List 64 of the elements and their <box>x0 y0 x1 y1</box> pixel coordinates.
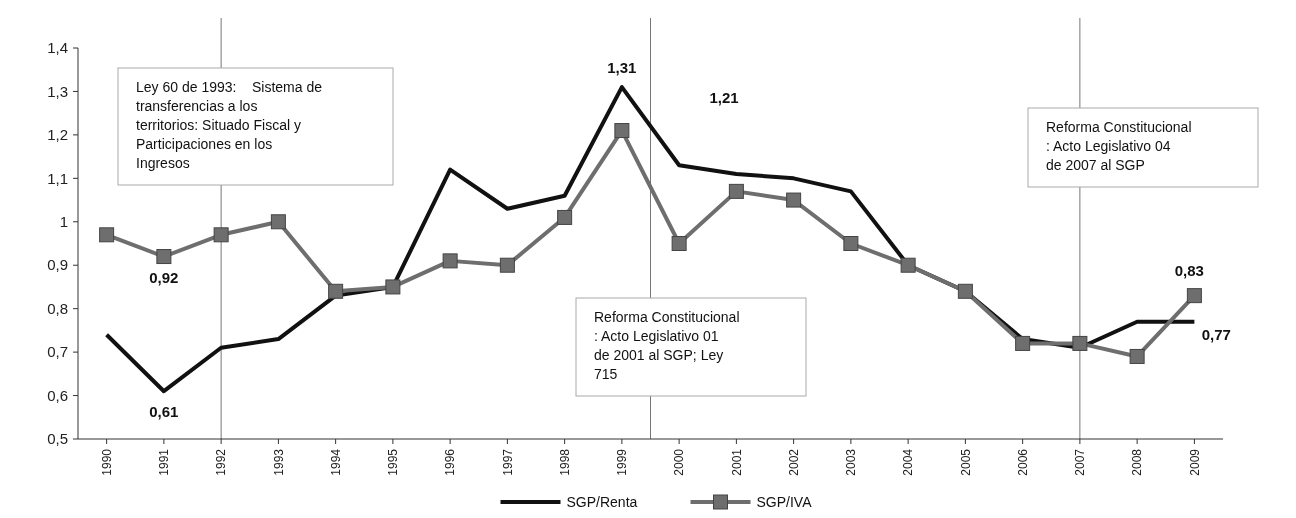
text-box: Reforma Constitucional : Acto Legislativo 01 de 2001 al SGP; Ley 715 <box>575 297 807 397</box>
x-tick-label: 1993 <box>271 448 286 476</box>
y-tick-label: 0,7 <box>47 343 68 361</box>
x-tick-label: 2000 <box>672 448 687 476</box>
y-tick-label: 0,6 <box>47 386 68 404</box>
ref-line-label: Reforma Constitucional : Acto Legislativo 01 de 2001 al SGP; Ley 715 <box>594 309 740 382</box>
x-tick-label: 1990 <box>99 448 114 476</box>
x-tick-label: 2003 <box>844 448 859 476</box>
y-tick-label: 0,5 <box>47 430 68 448</box>
x-tick-label: 2009 <box>1187 448 1202 476</box>
point <box>328 283 344 299</box>
y-tick-label: 1,3 <box>47 82 68 100</box>
annotation: 0,92 <box>149 268 179 286</box>
y-tick-label: 1,1 <box>47 169 68 187</box>
point <box>671 236 687 251</box>
point <box>213 227 229 243</box>
point <box>1186 288 1202 304</box>
x-tick-label: 1999 <box>615 448 630 476</box>
point <box>499 257 515 273</box>
x-tick-label: 2005 <box>958 448 973 476</box>
x-tick-label: 2008 <box>1130 448 1145 476</box>
text-box: Reforma Constitucional : Acto Legislativo 04 de 2007 al SGP <box>1027 107 1259 188</box>
point <box>385 279 401 295</box>
point <box>843 236 859 251</box>
annotation: 1,21 <box>709 89 739 106</box>
point <box>442 253 458 269</box>
point <box>1015 335 1031 351</box>
point <box>900 257 916 273</box>
point <box>99 227 115 243</box>
text-box: Ley 60 de 1993: Sistema de transferencias a los territorios: Situado Fiscal y Participaciones en los Ingresos <box>117 67 394 186</box>
x-tick-label: 1995 <box>386 448 401 476</box>
x-tick-label: 1997 <box>500 448 515 476</box>
legend-label: SGP/IVA <box>756 493 813 510</box>
x-tick-label: 1994 <box>328 448 343 476</box>
x-tick-label: 2004 <box>901 448 916 476</box>
ref-line-label: Ley 60 de 1993: Sistema de transferencias a los territorios: Situado Fiscal y Participaciones en los Ingresos <box>136 79 323 171</box>
annotation: 0,83 <box>1174 261 1204 279</box>
point <box>156 249 172 265</box>
x-tick-label: 1991 <box>157 448 172 476</box>
x-tick-label: 2006 <box>1015 448 1030 476</box>
ref-line-label: Reforma Constitucional : Acto Legislativo 04 de 2007 al SGP <box>1046 119 1192 173</box>
y-tick-label: 0,8 <box>47 299 68 317</box>
point <box>614 123 630 139</box>
annotation: 0,77 <box>1201 325 1231 343</box>
y-tick-label: 1,4 <box>47 39 68 57</box>
point <box>786 192 802 208</box>
x-tick-label: 2001 <box>729 448 744 476</box>
point <box>957 283 973 299</box>
point <box>557 209 573 225</box>
y-tick-label: 0,9 <box>47 256 68 274</box>
point <box>728 183 744 199</box>
annotation: 0,61 <box>149 403 179 421</box>
point <box>1072 335 1088 351</box>
x-tick-label: 2007 <box>1073 448 1088 476</box>
point <box>1129 348 1145 364</box>
annotation: 1,31 <box>607 59 637 77</box>
x-tick-label: 2002 <box>786 448 801 476</box>
y-tick-label: 1,2 <box>47 126 68 144</box>
y-tick-label: 1 <box>59 213 68 231</box>
legend-label: SGP/Renta <box>566 493 638 510</box>
x-tick-label: 1998 <box>557 448 572 476</box>
x-tick-label: 1992 <box>214 448 229 476</box>
x-tick-label: 1996 <box>443 448 458 476</box>
point <box>270 214 286 230</box>
